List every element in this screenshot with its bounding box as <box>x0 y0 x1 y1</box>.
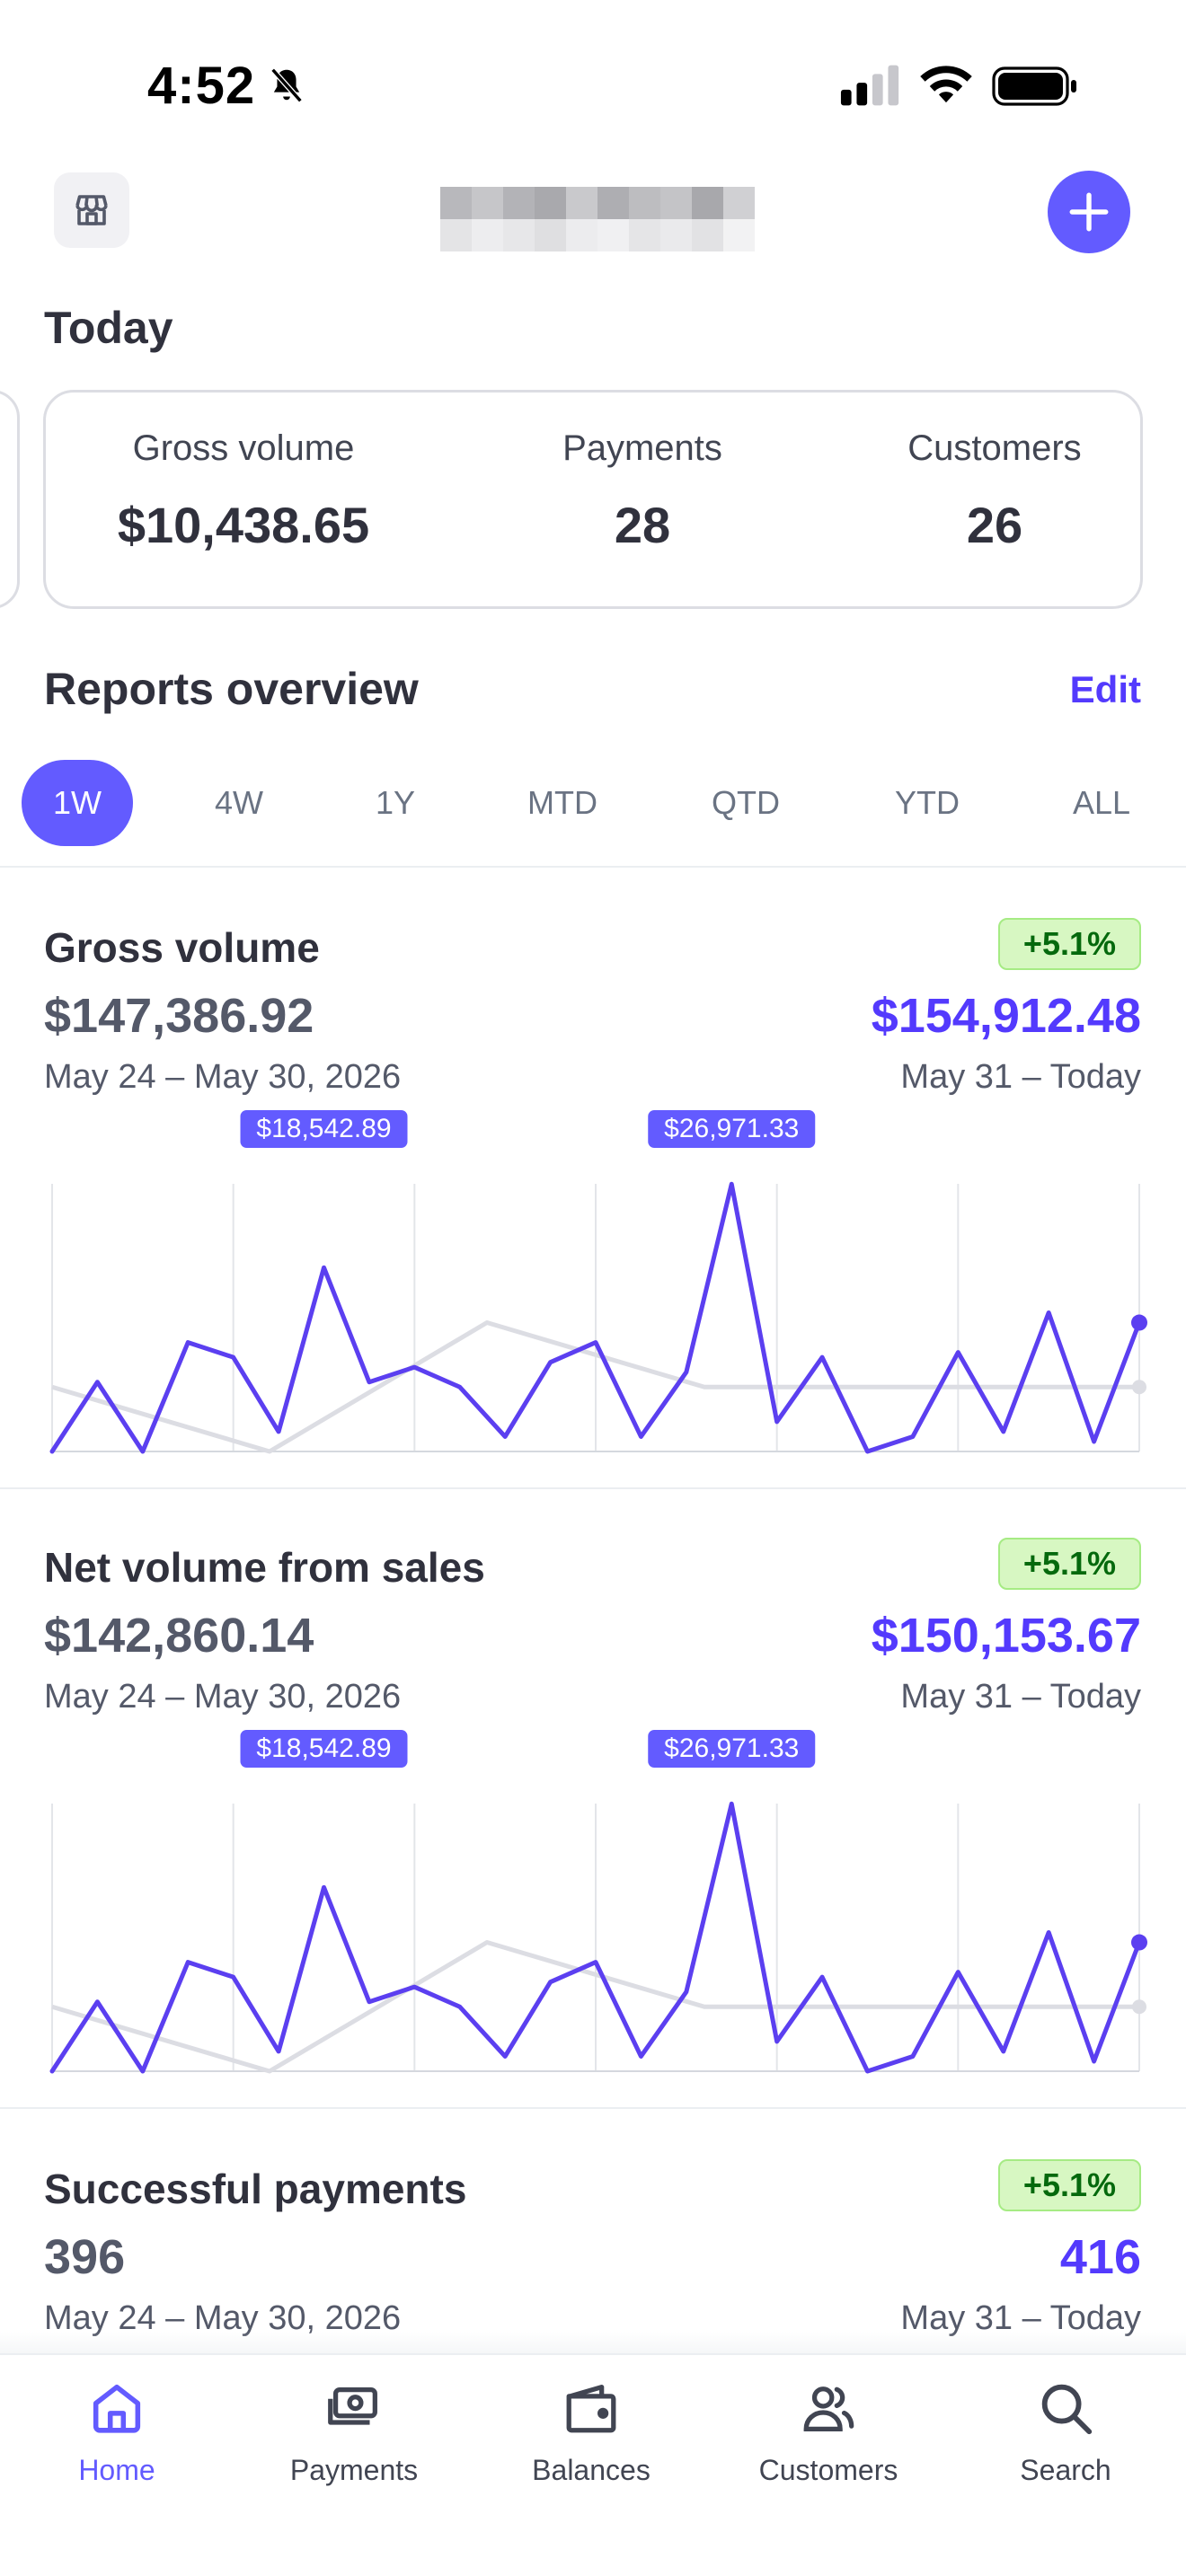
chart-peak-label-text: $18,542.89 <box>256 1734 391 1763</box>
range-tab-4w[interactable]: 4W <box>215 784 263 821</box>
chart-current-end-point <box>1131 1314 1147 1331</box>
tab-customers[interactable]: Customers <box>730 2377 927 2487</box>
range-tab-1w[interactable]: 1W <box>22 760 133 846</box>
change-badge: +5.1% <box>997 2159 1141 2211</box>
divider <box>0 866 1186 868</box>
change-badge: +5.1% <box>997 918 1141 970</box>
summary-value: $10,438.65 <box>117 497 370 553</box>
tab-label: Home <box>78 2454 155 2486</box>
tab-label: Balances <box>532 2454 651 2486</box>
previous-period-range: May 24 – May 30, 2026 <box>44 2299 402 2337</box>
tab-search[interactable]: Search <box>967 2377 1164 2487</box>
report-chart: $18,542.89 $26,971.33 <box>49 1110 1147 1454</box>
summary-label: Customers <box>907 428 1082 468</box>
report-net-volume[interactable]: Net volume from sales +5.1% $142,860.14 … <box>0 1538 1186 2163</box>
wallet-icon <box>566 2385 616 2433</box>
add-button[interactable] <box>1048 171 1130 253</box>
storefront-icon <box>75 195 108 225</box>
previous-summary-card[interactable] <box>0 390 20 609</box>
chart-peak-label-text: $26,971.33 <box>664 1114 799 1143</box>
chart-peak-label-text: $18,542.89 <box>256 1114 391 1143</box>
tab-bar-shadow <box>0 2332 1186 2353</box>
status-time: 4:52 <box>147 57 256 115</box>
divider <box>0 2107 1186 2109</box>
tab-home[interactable]: Home <box>18 2377 216 2487</box>
current-period-range: May 31 – Today <box>900 2299 1141 2337</box>
current-period-value: $154,912.48 <box>871 989 1141 1043</box>
range-tab-1y[interactable]: 1Y <box>375 784 416 821</box>
plus-icon <box>1069 192 1109 232</box>
chart-peak-label-bg <box>648 1110 816 1148</box>
tab-label: Customers <box>758 2454 898 2486</box>
tab-label: Search <box>1020 2454 1111 2486</box>
report-title: Gross volume <box>44 924 320 971</box>
previous-period-value: 396 <box>44 2230 126 2284</box>
report-gross-volume[interactable]: Gross volume +5.1% $147,386.92 $154,912.… <box>0 918 1186 1543</box>
edit-reports-link[interactable]: Edit <box>1069 668 1141 710</box>
account-name-redacted <box>440 187 755 251</box>
range-tab-mtd[interactable]: MTD <box>527 784 597 821</box>
summary-label: Gross volume <box>132 428 355 468</box>
summary-customers: Customers 26 <box>860 428 1129 554</box>
previous-period-range: May 24 – May 30, 2026 <box>44 1058 402 1096</box>
tab-balances[interactable]: Balances <box>492 2377 690 2487</box>
tab-payments[interactable]: Payments <box>255 2377 453 2487</box>
payments-icon <box>328 2386 377 2425</box>
current-period-value: $150,153.67 <box>871 1609 1141 1663</box>
change-badge: +5.1% <box>997 1538 1141 1590</box>
tab-label: Payments <box>289 2454 419 2486</box>
previous-period-value: $142,860.14 <box>44 1609 314 1663</box>
status-bar: 4:52 <box>0 0 1186 153</box>
summary-payments: Payments 28 <box>508 428 777 554</box>
reports-overview-title: Reports overview <box>44 664 419 714</box>
chart-previous-period-line <box>51 1940 1139 2074</box>
report-title: Net volume from sales <box>44 1544 485 1591</box>
chart-peak-label: $26,971.33 <box>648 1730 816 1768</box>
customers-icon <box>803 2386 854 2431</box>
chart-peak-label: $26,971.33 <box>648 1110 816 1148</box>
tab-bar: Home Payments Balances Customers Sea <box>0 2353 1186 2576</box>
report-successful-payments[interactable]: Successful payments +5.1% 396 416 May 24… <box>0 2159 1186 2353</box>
report-chart: $18,542.89 $26,971.33 <box>49 1730 1147 2074</box>
summary-gross-volume: Gross volume $10,438.65 <box>82 428 405 554</box>
divider <box>0 1487 1186 1489</box>
today-summary-card[interactable]: Gross volume $10,438.65 Payments 28 Cust… <box>43 390 1143 609</box>
battery-icon <box>992 66 1076 106</box>
previous-period-value: $147,386.92 <box>44 989 314 1043</box>
search-icon <box>1041 2384 1093 2435</box>
today-title: Today <box>44 303 173 353</box>
account-switcher-button[interactable] <box>54 172 129 248</box>
chart-previous-end-point <box>1132 1380 1146 1395</box>
bell-slash-icon <box>270 67 303 103</box>
chart-previous-period-line <box>51 1320 1139 1454</box>
chart-peak-label-bg <box>240 1110 408 1148</box>
cellular-signal-icon <box>840 65 899 106</box>
current-period-value: 416 <box>1059 2230 1141 2284</box>
current-period-range: May 31 – Today <box>900 1678 1141 1716</box>
chart-peak-label: $18,542.89 <box>240 1110 408 1148</box>
summary-value: 28 <box>614 497 671 553</box>
range-tab-qtd[interactable]: QTD <box>712 784 780 821</box>
summary-label: Payments <box>562 428 722 468</box>
range-tab-all[interactable]: ALL <box>1072 784 1131 821</box>
chart-current-period-line <box>49 1801 1142 2074</box>
chart-current-period-line <box>49 1181 1142 1454</box>
home-icon <box>93 2384 141 2433</box>
chart-peak-label-bg <box>648 1730 816 1768</box>
range-tabs: 1W 4W 1Y MTD QTD YTD ALL <box>0 760 1186 846</box>
current-period-range: May 31 – Today <box>900 1058 1141 1096</box>
chart-peak-label-text: $26,971.33 <box>664 1734 799 1763</box>
range-tab-ytd[interactable]: YTD <box>895 784 960 821</box>
previous-period-range: May 24 – May 30, 2026 <box>44 1678 402 1716</box>
chart-peak-label-bg <box>240 1730 408 1768</box>
summary-value: 26 <box>966 497 1023 553</box>
wifi-icon <box>920 66 972 103</box>
chart-peak-label: $18,542.89 <box>240 1730 408 1768</box>
report-title: Successful payments <box>44 2166 467 2212</box>
chart-previous-end-point <box>1132 1999 1146 2015</box>
chart-current-end-point <box>1131 1934 1147 1951</box>
